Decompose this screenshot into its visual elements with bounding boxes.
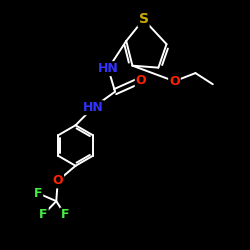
- Text: F: F: [34, 187, 42, 200]
- Text: O: O: [169, 75, 180, 88]
- Text: O: O: [136, 74, 146, 86]
- Text: O: O: [52, 174, 63, 187]
- Text: HN: HN: [98, 62, 118, 75]
- Text: F: F: [61, 208, 70, 222]
- Text: S: S: [138, 12, 148, 26]
- Text: F: F: [39, 208, 48, 221]
- Text: HN: HN: [82, 101, 103, 114]
